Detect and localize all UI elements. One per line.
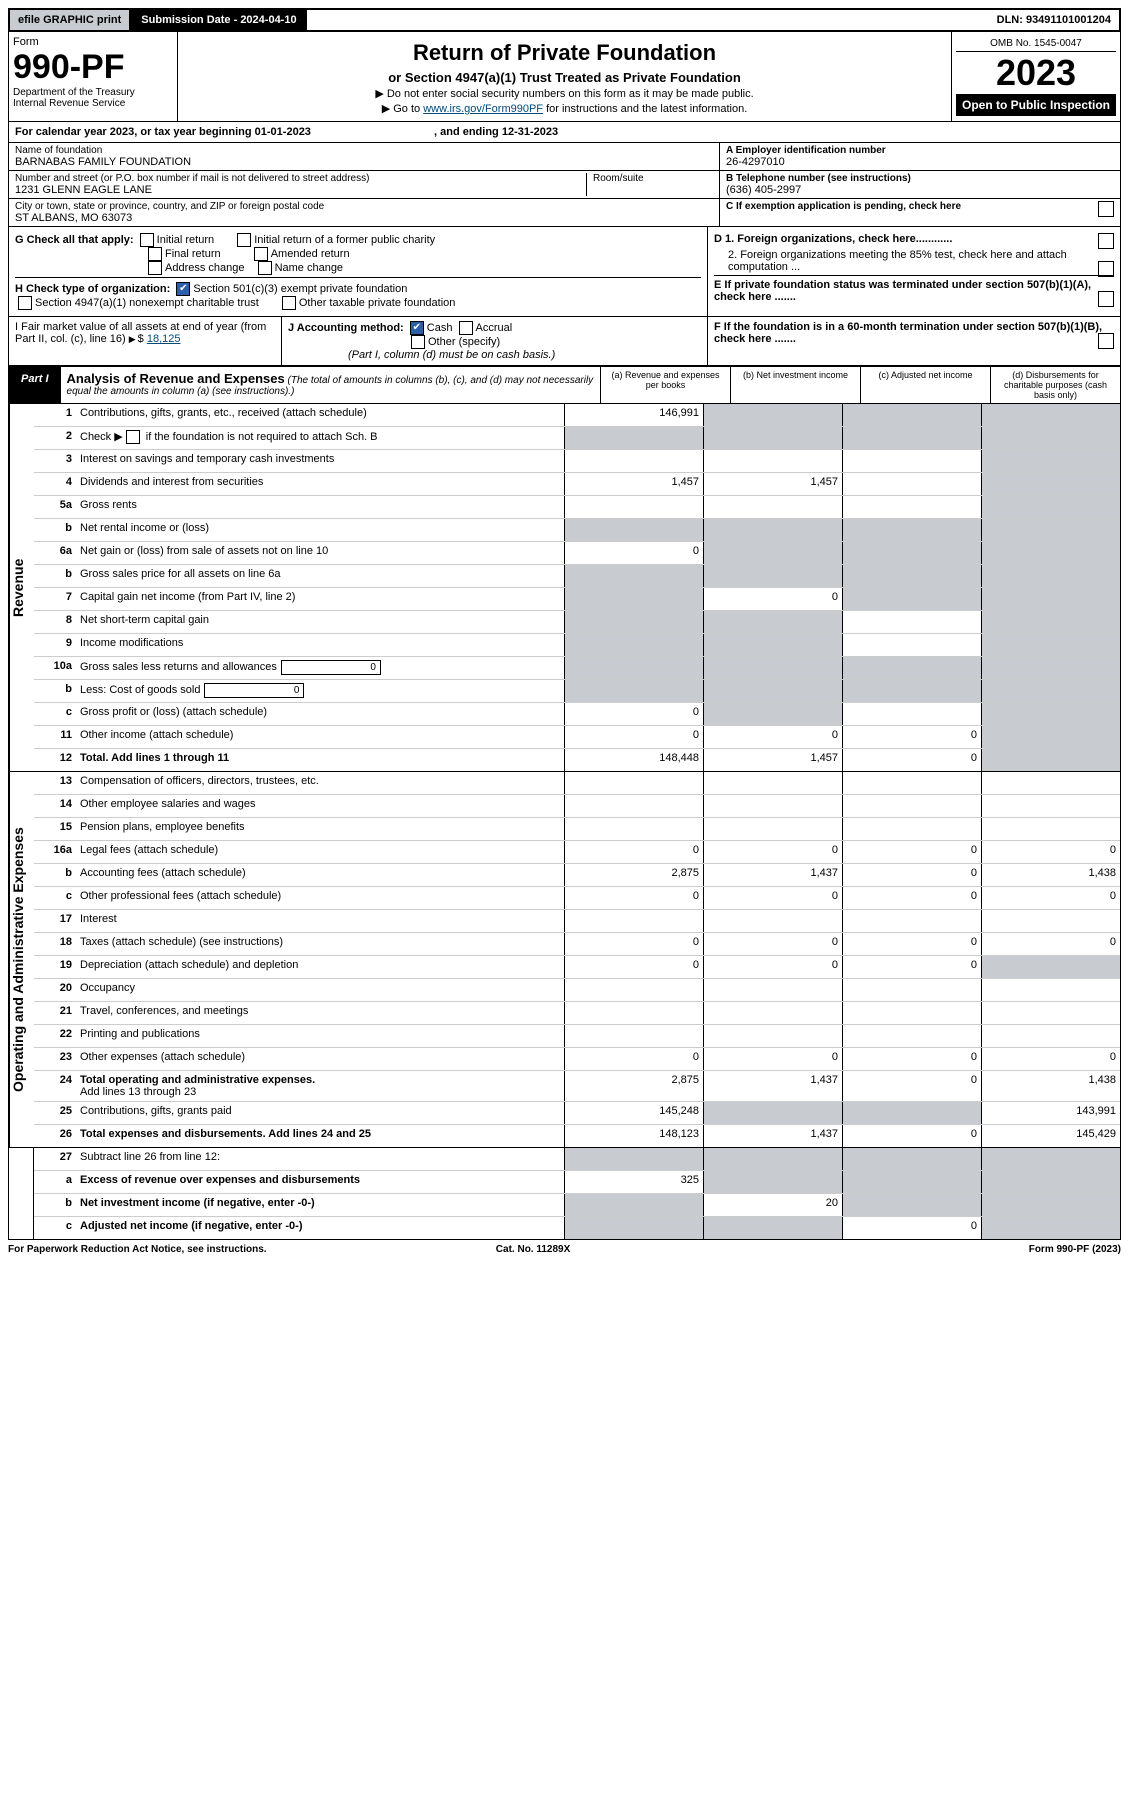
expenses-label: Operating and Administrative Expenses (9, 772, 34, 1147)
part1-header: Part I Analysis of Revenue and Expenses … (8, 366, 1121, 404)
city-state-zip: ST ALBANS, MO 63073 (15, 212, 713, 224)
initial-return-checkbox[interactable] (140, 233, 154, 247)
schb-checkbox[interactable] (126, 430, 140, 444)
final-return-checkbox[interactable] (148, 247, 162, 261)
other-method-checkbox[interactable] (411, 335, 425, 349)
10b-amount: 0 (204, 683, 304, 698)
accounting-label: J Accounting method: (288, 322, 404, 334)
ein-value: 26-4297010 (726, 156, 1114, 168)
h-row: H Check type of organization: Section 50… (15, 277, 701, 312)
calendar-year-row: For calendar year 2023, or tax year begi… (8, 122, 1121, 143)
e-label: E If private foundation status was termi… (714, 279, 1091, 303)
city-label: City or town, state or province, country… (15, 201, 713, 212)
irs: Internal Revenue Service (13, 98, 173, 109)
efile-print-button[interactable]: efile GRAPHIC print (10, 10, 131, 30)
name-label: Name of foundation (15, 145, 713, 156)
address-label: Number and street (or P.O. box number if… (15, 173, 586, 184)
name-change-checkbox[interactable] (258, 261, 272, 275)
10a-amount: 0 (281, 660, 381, 675)
tax-year: 2023 (956, 52, 1116, 94)
form-header: Form 990-PF Department of the Treasury I… (8, 32, 1121, 122)
form-title: Return of Private Foundation (182, 40, 947, 66)
d2-checkbox[interactable] (1098, 261, 1114, 277)
open-to-public: Open to Public Inspection (956, 94, 1116, 116)
f-checkbox[interactable] (1098, 333, 1114, 349)
fmv-accounting-row: I Fair market value of all assets at end… (8, 317, 1121, 366)
dln: DLN: 93491101001204 (989, 10, 1119, 30)
part1-label: Part I (9, 367, 61, 403)
d1-checkbox[interactable] (1098, 233, 1114, 249)
col-b-header: (b) Net investment income (730, 367, 860, 403)
dept-treasury: Department of the Treasury (13, 87, 173, 98)
col-d-header: (d) Disbursements for charitable purpose… (990, 367, 1120, 403)
g-row: G Check all that apply: Initial return I… (15, 231, 701, 277)
4947a1-checkbox[interactable] (18, 296, 32, 310)
street-address: 1231 GLENN EAGLE LANE (15, 184, 586, 196)
cash-checkbox[interactable] (410, 321, 424, 335)
header-center: Return of Private Foundation or Section … (178, 32, 952, 121)
ein-label: A Employer identification number (726, 145, 1114, 156)
d1-label: D 1. Foreign organizations, check here..… (714, 233, 952, 245)
page-footer: For Paperwork Reduction Act Notice, see … (8, 1240, 1121, 1259)
initial-former-checkbox[interactable] (237, 233, 251, 247)
room-label: Room/suite (593, 173, 713, 184)
expenses-table: Operating and Administrative Expenses 13… (8, 772, 1121, 1148)
f-label: F If the foundation is in a 60-month ter… (714, 321, 1102, 345)
omb-number: OMB No. 1545-0047 (956, 36, 1116, 52)
form-number-box: Form 990-PF Department of the Treasury I… (9, 32, 178, 121)
phone-value: (636) 405-2997 (726, 184, 1114, 196)
cat-no: Cat. No. 11289X (496, 1244, 570, 1255)
d2-label: 2. Foreign organizations meeting the 85%… (728, 249, 1067, 273)
revenue-table: Revenue 1Contributions, gifts, grants, e… (8, 404, 1121, 772)
revenue-label: Revenue (9, 404, 34, 771)
exemption-pending-label: C If exemption application is pending, c… (726, 201, 961, 212)
cash-basis-note: (Part I, column (d) must be on cash basi… (348, 349, 555, 361)
fmv-label: I Fair market value of all assets at end… (15, 321, 266, 345)
year-box: OMB No. 1545-0047 2023 Open to Public In… (952, 32, 1120, 121)
address-change-checkbox[interactable] (148, 261, 162, 275)
year-end: 12-31-2023 (502, 126, 558, 138)
form-word: Form (13, 36, 173, 48)
instr-ssn: ▶ Do not enter social security numbers o… (182, 87, 947, 100)
amended-return-checkbox[interactable] (254, 247, 268, 261)
part1-title: Analysis of Revenue and Expenses (67, 371, 285, 386)
form-ref: Form 990-PF (2023) (1029, 1244, 1121, 1255)
check-section: G Check all that apply: Initial return I… (8, 227, 1121, 317)
instr-goto: ▶ Go to www.irs.gov/Form990PF for instru… (182, 102, 947, 115)
fmv-value[interactable]: 18,125 (147, 333, 181, 345)
submission-date: Submission Date - 2024-04-10 (131, 10, 306, 30)
form-number: 990-PF (13, 48, 173, 87)
form990pf-link[interactable]: www.irs.gov/Form990PF (423, 103, 543, 115)
exemption-checkbox[interactable] (1098, 201, 1114, 217)
other-taxable-checkbox[interactable] (282, 296, 296, 310)
identification-block: Name of foundation BARNABAS FAMILY FOUND… (8, 143, 1121, 227)
accrual-checkbox[interactable] (459, 321, 473, 335)
subtract-table: 27Subtract line 26 from line 12: aExcess… (8, 1148, 1121, 1240)
foundation-name: BARNABAS FAMILY FOUNDATION (15, 156, 713, 168)
phone-label: B Telephone number (see instructions) (726, 173, 1114, 184)
year-begin: 01-01-2023 (255, 126, 311, 138)
top-bar: efile GRAPHIC print Submission Date - 20… (8, 8, 1121, 32)
col-c-header: (c) Adjusted net income (860, 367, 990, 403)
501c3-checkbox[interactable] (176, 282, 190, 296)
e-checkbox[interactable] (1098, 291, 1114, 307)
paperwork-notice: For Paperwork Reduction Act Notice, see … (8, 1244, 267, 1255)
col-a-header: (a) Revenue and expenses per books (600, 367, 730, 403)
form-subtitle: or Section 4947(a)(1) Trust Treated as P… (182, 70, 947, 85)
